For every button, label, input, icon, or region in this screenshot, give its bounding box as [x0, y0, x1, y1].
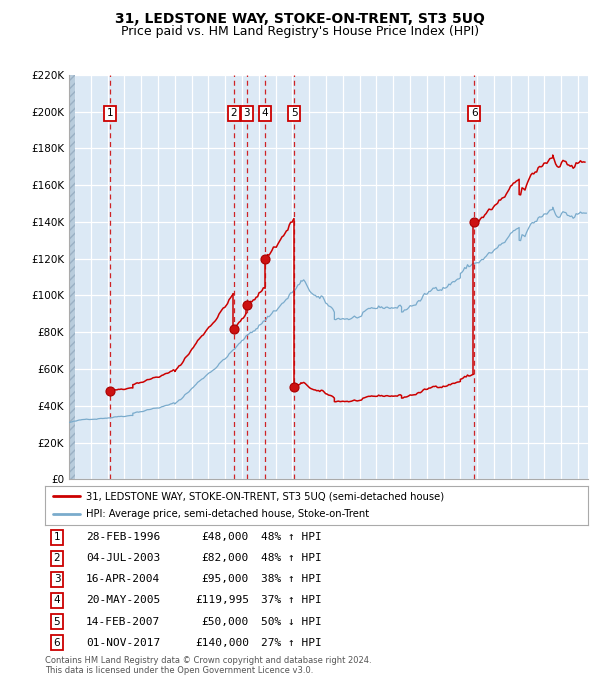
- Text: 31, LEDSTONE WAY, STOKE-ON-TRENT, ST3 5UQ (semi-detached house): 31, LEDSTONE WAY, STOKE-ON-TRENT, ST3 5U…: [86, 491, 444, 501]
- Text: £48,000: £48,000: [202, 532, 249, 542]
- Text: 5: 5: [291, 108, 298, 118]
- Text: 20-MAY-2005: 20-MAY-2005: [86, 596, 160, 605]
- Text: 37% ↑ HPI: 37% ↑ HPI: [261, 596, 322, 605]
- Text: 2: 2: [230, 108, 237, 118]
- Text: Price paid vs. HM Land Registry's House Price Index (HPI): Price paid vs. HM Land Registry's House …: [121, 25, 479, 38]
- Text: HPI: Average price, semi-detached house, Stoke-on-Trent: HPI: Average price, semi-detached house,…: [86, 509, 369, 520]
- Text: 3: 3: [244, 108, 250, 118]
- Text: 38% ↑ HPI: 38% ↑ HPI: [261, 575, 322, 584]
- Text: This data is licensed under the Open Government Licence v3.0.: This data is licensed under the Open Gov…: [45, 666, 313, 675]
- Text: 1: 1: [107, 108, 113, 118]
- Text: 48% ↑ HPI: 48% ↑ HPI: [261, 532, 322, 542]
- Text: Contains HM Land Registry data © Crown copyright and database right 2024.: Contains HM Land Registry data © Crown c…: [45, 656, 371, 665]
- Text: 27% ↑ HPI: 27% ↑ HPI: [261, 638, 322, 647]
- Text: 4: 4: [262, 108, 268, 118]
- Text: £82,000: £82,000: [202, 554, 249, 563]
- Text: 2: 2: [53, 554, 61, 563]
- Text: £119,995: £119,995: [195, 596, 249, 605]
- Text: 31, LEDSTONE WAY, STOKE-ON-TRENT, ST3 5UQ: 31, LEDSTONE WAY, STOKE-ON-TRENT, ST3 5U…: [115, 12, 485, 27]
- Text: 5: 5: [53, 617, 61, 626]
- Text: 28-FEB-1996: 28-FEB-1996: [86, 532, 160, 542]
- Text: 48% ↑ HPI: 48% ↑ HPI: [261, 554, 322, 563]
- Text: 01-NOV-2017: 01-NOV-2017: [86, 638, 160, 647]
- Text: 1: 1: [53, 532, 61, 542]
- Text: 04-JUL-2003: 04-JUL-2003: [86, 554, 160, 563]
- Text: 14-FEB-2007: 14-FEB-2007: [86, 617, 160, 626]
- Bar: [69, 75, 76, 479]
- Text: 6: 6: [471, 108, 478, 118]
- Text: £50,000: £50,000: [202, 617, 249, 626]
- Text: 6: 6: [53, 638, 61, 647]
- Text: 4: 4: [53, 596, 61, 605]
- Text: 3: 3: [53, 575, 61, 584]
- Text: £95,000: £95,000: [202, 575, 249, 584]
- Text: 50% ↓ HPI: 50% ↓ HPI: [261, 617, 322, 626]
- Text: 16-APR-2004: 16-APR-2004: [86, 575, 160, 584]
- Text: £140,000: £140,000: [195, 638, 249, 647]
